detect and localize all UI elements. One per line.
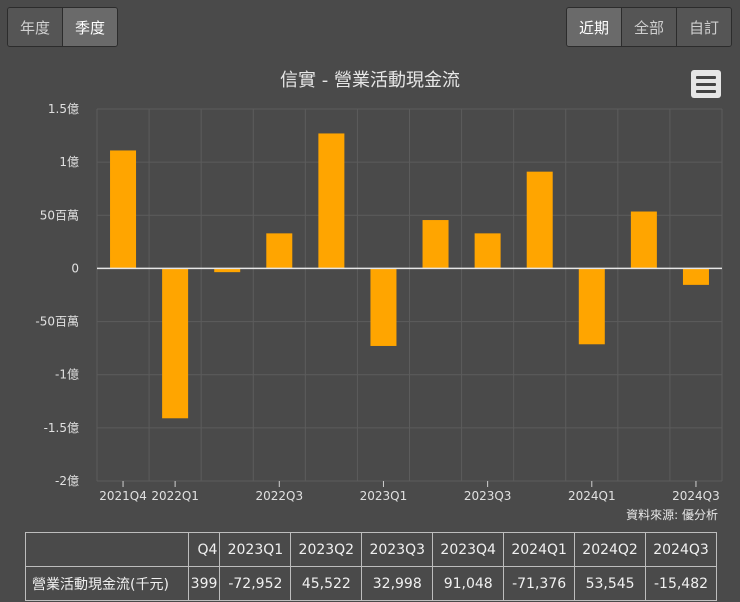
x-tick-label: 2023Q1 xyxy=(360,489,408,503)
table-header-period: 2024Q1 xyxy=(503,532,576,567)
table-header-period: 2023Q1 xyxy=(219,532,292,567)
y-tick-label: 1.5億 xyxy=(48,102,79,116)
x-tick-label: 2022Q3 xyxy=(255,489,303,503)
bar xyxy=(474,233,501,269)
table-header-period: 2023Q4 xyxy=(432,532,505,567)
table-row: 營業活動現金流(千元) 399 -72,952 45,522 32,998 91… xyxy=(25,566,717,601)
y-tick-label: -1.5億 xyxy=(44,421,79,435)
table-corner-cell xyxy=(25,532,189,567)
bar xyxy=(630,211,657,269)
x-tick-label: 2024Q3 xyxy=(672,489,720,503)
bar xyxy=(526,171,553,269)
table-header-period: 2023Q2 xyxy=(290,532,363,567)
table-cell: 32,998 xyxy=(361,566,434,601)
table-header-period: 2023Q3 xyxy=(361,532,434,567)
x-tick-label: 2024Q1 xyxy=(568,489,616,503)
y-tick-label: -1億 xyxy=(55,368,79,382)
bar xyxy=(422,220,449,269)
y-tick-label: -2億 xyxy=(55,474,79,488)
chart-menu-button[interactable] xyxy=(691,70,721,98)
data-table: Q4 2023Q1 2023Q2 2023Q3 2023Q4 2024Q1 20… xyxy=(25,532,717,602)
x-tick-label: 2023Q3 xyxy=(464,489,512,503)
x-tick-label: 2021Q4 xyxy=(99,489,147,503)
range-custom-button[interactable]: 自訂 xyxy=(676,8,731,46)
table-cell: 91,048 xyxy=(432,566,505,601)
table-cell: 53,545 xyxy=(574,566,647,601)
table-header-clipped: Q4 xyxy=(187,532,221,567)
y-tick-label: 0 xyxy=(71,261,79,275)
bar xyxy=(214,268,241,273)
period-quarter-button[interactable]: 季度 xyxy=(63,8,118,46)
period-toggle: 年度 季度 xyxy=(7,7,119,47)
table-header-period: 2024Q2 xyxy=(574,532,647,567)
bar xyxy=(318,133,345,269)
hamburger-icon-line xyxy=(696,89,716,93)
table-row-label: 營業活動現金流(千元) xyxy=(25,566,189,601)
bar xyxy=(682,268,709,285)
bar-chart: 1.5億 1億 50百萬 0 -50百萬 -1億 -1.5億 -2億 2021Q4 2022Q1 2… xyxy=(35,102,723,503)
y-tick-label: 1億 xyxy=(59,155,79,169)
hamburger-icon xyxy=(696,75,716,79)
bar xyxy=(370,268,397,346)
x-tick-label: 2022Q1 xyxy=(151,489,199,503)
bar xyxy=(578,268,605,345)
table-cell-clipped: 399 xyxy=(187,566,221,601)
table-header-period: 2024Q3 xyxy=(645,532,717,567)
bar xyxy=(266,233,293,269)
bar xyxy=(162,268,189,419)
period-annual-button[interactable]: 年度 xyxy=(8,8,64,46)
table-cell: -15,482 xyxy=(645,566,717,601)
range-recent-button[interactable]: 近期 xyxy=(566,8,622,46)
data-source-label: 資料來源: 優分析 xyxy=(626,508,718,522)
chart-title: 信實 - 營業活動現金流 xyxy=(280,70,460,91)
y-tick-label: 50百萬 xyxy=(40,208,79,222)
table-header-row: Q4 2023Q1 2023Q2 2023Q3 2023Q4 2024Q1 20… xyxy=(25,532,717,567)
range-all-button[interactable]: 全部 xyxy=(621,8,677,46)
y-tick-label: -50百萬 xyxy=(35,315,79,329)
bar xyxy=(110,150,137,269)
table-cell: 45,522 xyxy=(290,566,363,601)
table-cell: -71,376 xyxy=(503,566,576,601)
table-cell: -72,952 xyxy=(219,566,292,601)
range-toggle: 近期 全部 自訂 xyxy=(565,7,732,47)
hamburger-icon-line xyxy=(696,82,716,86)
